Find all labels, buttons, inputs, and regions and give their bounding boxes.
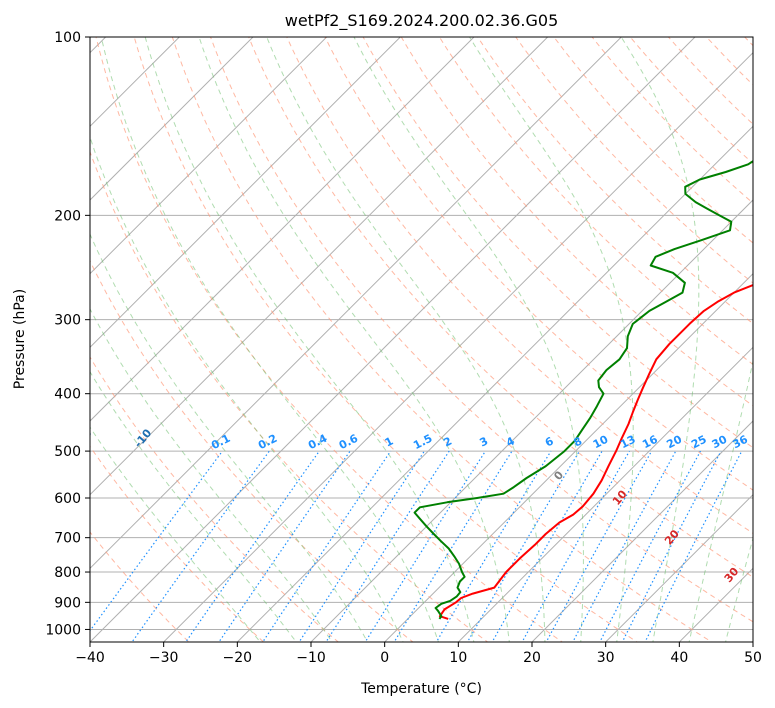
- mixing-ratio-label: 36: [730, 433, 750, 452]
- dry-adiabat-line: [133, 37, 638, 642]
- isotherm-line: [162, 51, 753, 642]
- y-tick-label: 1000: [45, 622, 81, 638]
- moist-adiabat-line: [144, 37, 475, 642]
- y-tick-label: 100: [54, 30, 81, 46]
- isotherm-grid: [90, 37, 753, 642]
- dry-adiabat-line: [477, 37, 753, 325]
- x-tick-label: 0: [380, 650, 389, 666]
- mixing-ratio-label: 25: [689, 433, 709, 452]
- mixing-ratio-line: [262, 450, 392, 642]
- moist-adiabats: [90, 37, 753, 642]
- isotherm-line: [90, 37, 549, 496]
- isotherm-line: [90, 37, 623, 570]
- dry-adiabat-line: [90, 259, 414, 642]
- y-tick-label: 400: [54, 387, 81, 403]
- mixing-ratio-line: [572, 450, 677, 642]
- y-axis-label: Pressure (hPa): [12, 289, 28, 389]
- y-tick-label: 800: [54, 565, 81, 581]
- mixing-ratio-line: [218, 450, 351, 642]
- mixing-ratio-line: [298, 450, 425, 642]
- moist-adiabat-line: [90, 135, 404, 642]
- x-tick-label: 10: [449, 650, 467, 666]
- x-axis-label: Temperature (°C): [360, 681, 482, 697]
- dry-adiabat-line: [209, 37, 753, 623]
- moist-adiabat-line: [100, 37, 440, 642]
- isotherm-line: [90, 37, 402, 349]
- isotherm-line: [90, 37, 696, 642]
- dry-adiabat-line: [171, 37, 713, 642]
- mixing-ratio-label: 30: [710, 433, 730, 452]
- isotherm-line: [604, 493, 753, 642]
- sounding-series: [413, 160, 753, 620]
- y-tick-label: 500: [54, 444, 81, 460]
- x-tick-label: 40: [670, 650, 688, 666]
- mixing-ratio-line: [393, 450, 513, 642]
- mixing-ratio-label: 10: [591, 433, 611, 452]
- mixing-ratio-line: [466, 450, 580, 642]
- mixing-ratio-lines: [90, 450, 743, 642]
- chart-title: wetPf2_S169.2024.200.02.36.G05: [285, 11, 559, 31]
- isotherm-line: [90, 37, 328, 275]
- mixing-ratio-label: 13: [618, 433, 638, 452]
- x-tick-label: 20: [523, 650, 541, 666]
- dry-adiabat-line: [90, 445, 265, 642]
- mixing-ratio-line: [325, 450, 450, 642]
- isotherm-line: [90, 37, 475, 422]
- dry-adiabat-line: [400, 37, 753, 407]
- dry-adiabat-line: [90, 150, 489, 642]
- isotherm-line: [236, 125, 753, 642]
- moist-adiabat-line: [90, 426, 261, 642]
- dry-adiabat-line: [286, 37, 753, 534]
- x-tick-label: −20: [223, 650, 253, 666]
- isotherm-line: [90, 37, 254, 201]
- mixing-ratio-label: 20: [664, 433, 684, 452]
- moist-adiabat-line: [90, 308, 333, 642]
- isotherm-line: [90, 37, 181, 128]
- dry-adiabat-line: [95, 37, 564, 642]
- isotherm-line: [383, 272, 753, 642]
- y-tick-label: 600: [54, 491, 81, 507]
- x-tick-label: −40: [75, 650, 105, 666]
- isotherm-line: [457, 346, 753, 642]
- moist-adiabat-line: [90, 232, 369, 642]
- mixing-ratio-line: [599, 450, 702, 642]
- x-tick-label: 50: [744, 650, 762, 666]
- isotherm-line: [310, 199, 753, 642]
- mixing-ratio-line: [435, 450, 552, 642]
- dry-adiabat-line: [248, 37, 753, 578]
- x-axis-ticks: −40 −30 −20 −10 0 10 20 30 40 50: [75, 642, 762, 666]
- y-tick-label: 900: [54, 595, 81, 611]
- temperature-profile-line: [438, 283, 753, 620]
- mixing-ratio-label: 16: [640, 433, 660, 452]
- dewpoint-profile-line: [413, 160, 753, 620]
- x-tick-label: −30: [149, 650, 179, 666]
- y-tick-label: 200: [54, 208, 81, 224]
- moist-adiabat-line: [198, 37, 510, 642]
- mixing-ratio-line: [491, 450, 603, 642]
- x-tick-label: 30: [597, 650, 615, 666]
- y-axis-ticks: 100 200 300 400 500 600 700 800 900 1000: [45, 30, 90, 638]
- isobar-grid: [90, 37, 753, 630]
- moist-adiabat-line: [688, 358, 753, 642]
- mixing-ratio-line: [364, 450, 486, 642]
- x-tick-label: −10: [296, 650, 326, 666]
- y-tick-label: 700: [54, 531, 81, 547]
- plot-frame: [89, 36, 754, 643]
- y-tick-label: 300: [54, 313, 81, 329]
- mixing-ratio-line: [131, 450, 270, 642]
- mixing-ratio-line: [545, 450, 653, 642]
